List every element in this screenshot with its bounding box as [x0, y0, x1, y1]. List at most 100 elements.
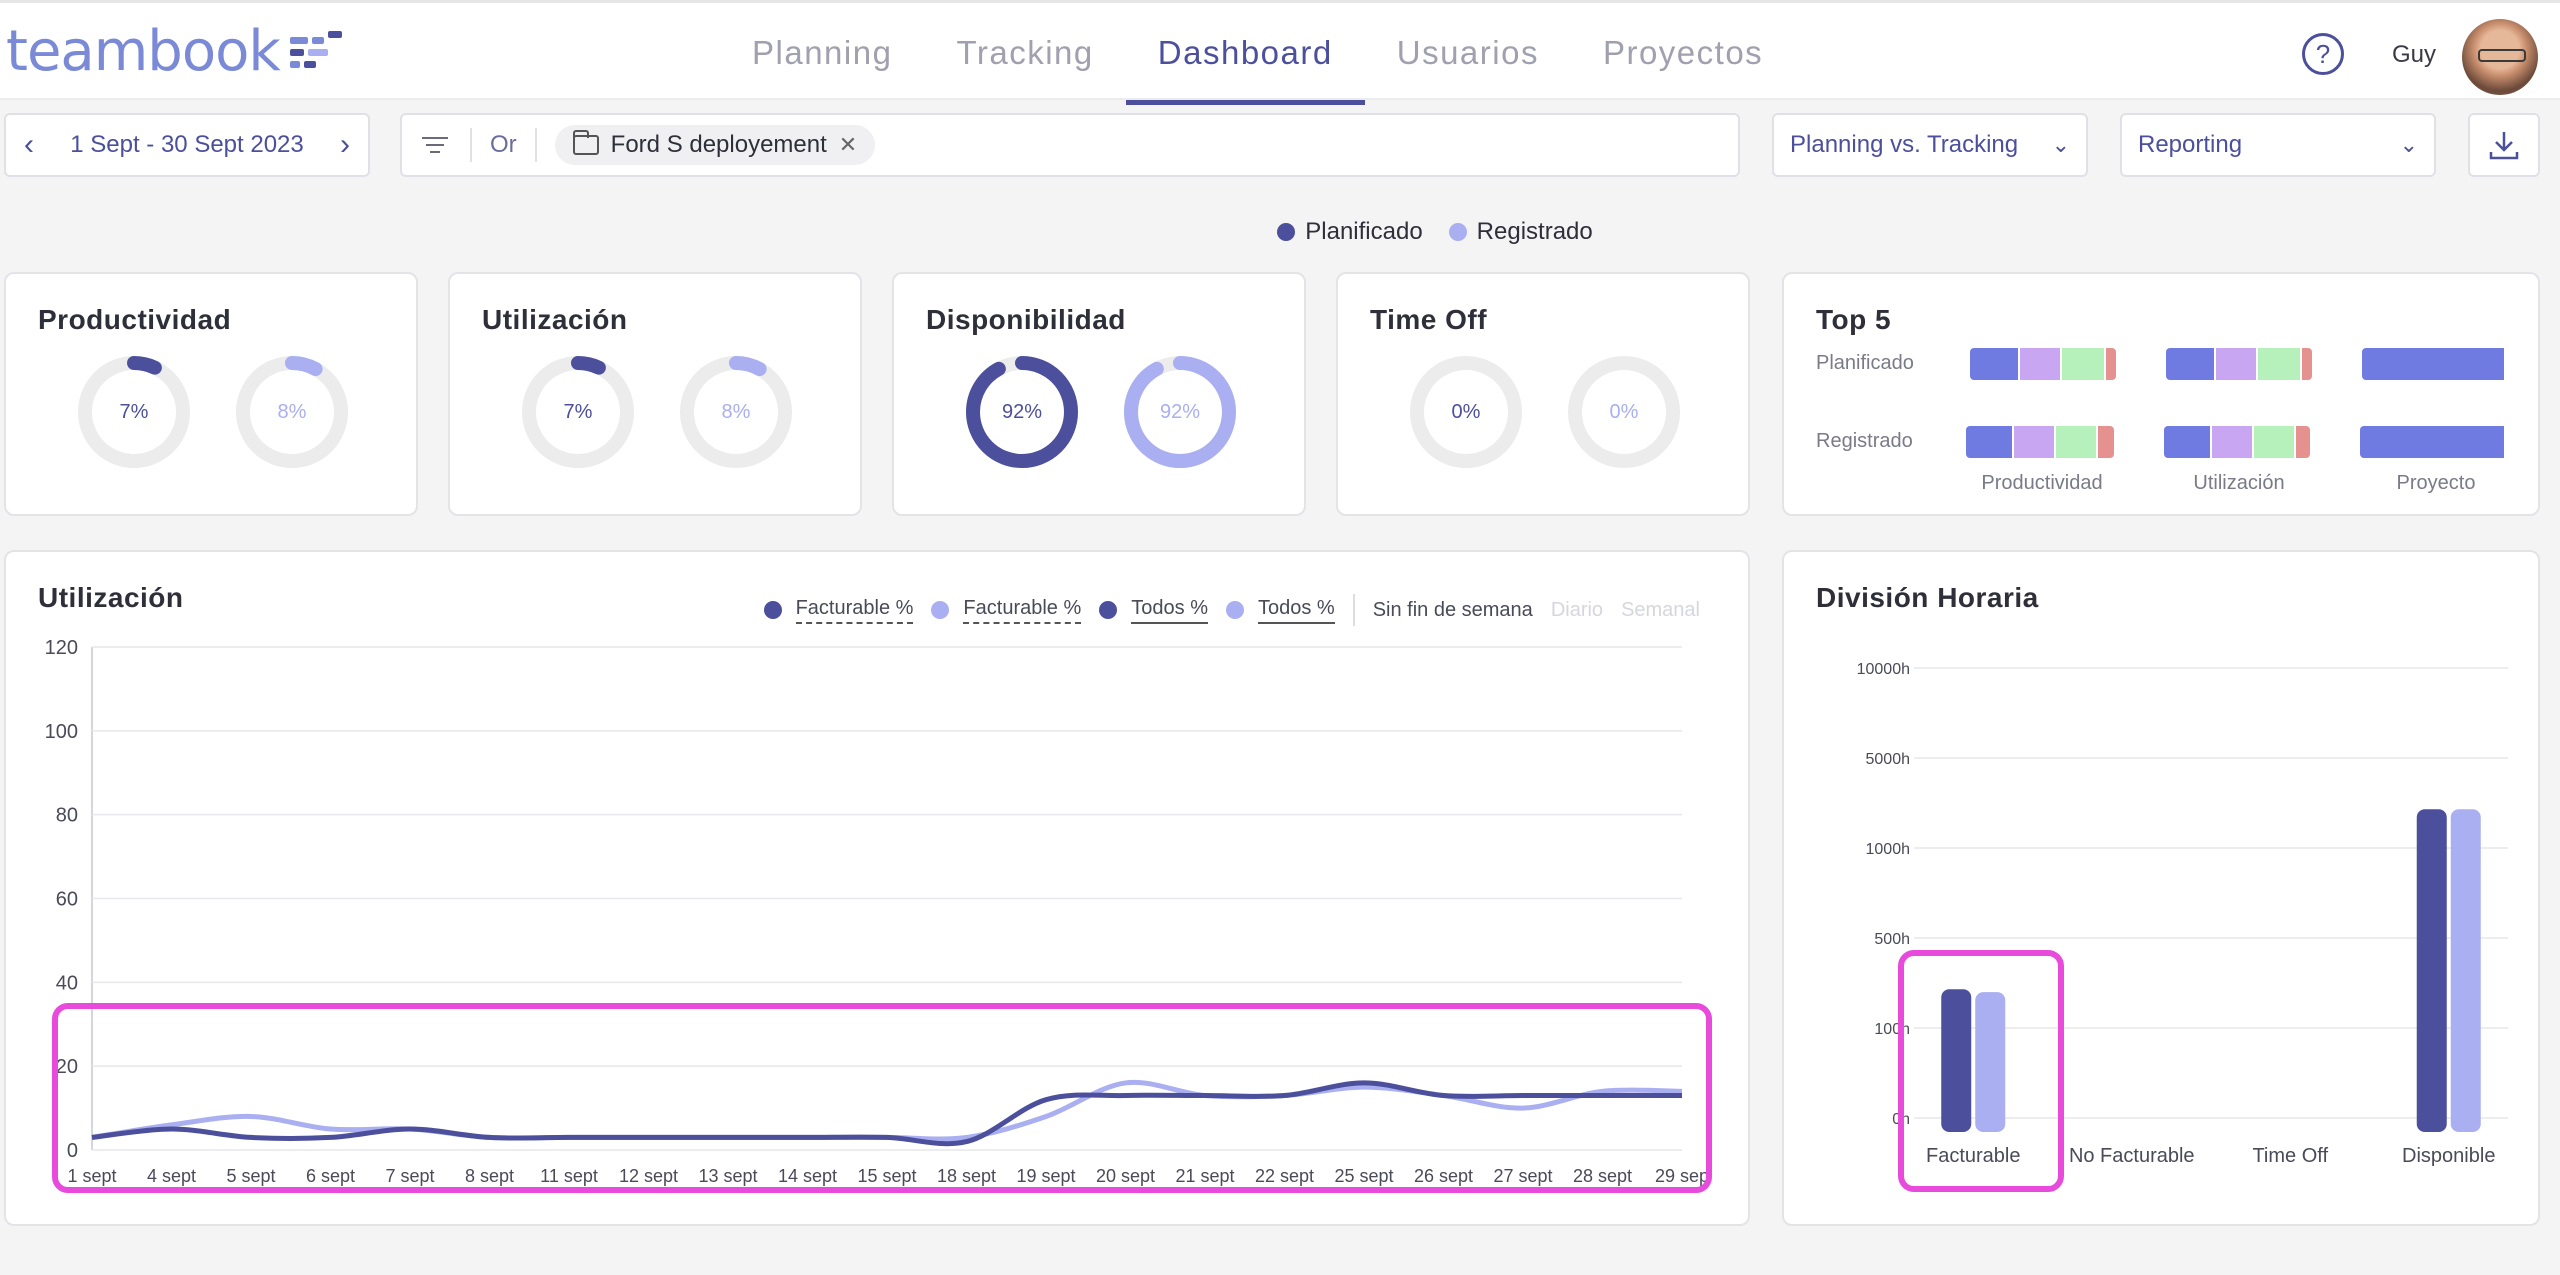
- nav-tab-proyectos[interactable]: Proyectos: [1602, 34, 1764, 71]
- x-tick-label: 27 sept: [1493, 1166, 1552, 1186]
- donut-tracked: 0%: [1566, 354, 1682, 470]
- download-button[interactable]: [2468, 113, 2540, 177]
- bar-tracked[interactable]: [1975, 992, 2006, 1132]
- hours-division-card: División Horaria 0h 100h 500h 1000h 5000h 100…: [1782, 550, 2540, 1226]
- legend-tracked[interactable]: Registrado: [1448, 218, 1593, 246]
- chevron-down-icon: ⌄: [2399, 132, 2418, 157]
- donut-track: [1410, 356, 1522, 468]
- x-category-label: Facturable: [1926, 1145, 2021, 1167]
- top5-bar[interactable]: [2164, 426, 2310, 458]
- donut-value-arc: [78, 356, 190, 468]
- x-tick-label: 21 sept: [1175, 1166, 1234, 1186]
- chevron-right-icon[interactable]: ›: [339, 128, 350, 161]
- donut-planned: 7%: [76, 354, 192, 470]
- donut-ring: [1568, 356, 1680, 468]
- nav-tab-dashboard[interactable]: Dashboard: [1125, 3, 1365, 105]
- donut-planned: 92%: [964, 354, 1080, 470]
- bar-planned[interactable]: [2416, 809, 2447, 1132]
- card-title: Top 5: [1816, 304, 1892, 335]
- x-tick-label: 1 sept: [67, 1166, 116, 1186]
- report-select-value: Reporting: [2138, 131, 2243, 158]
- date-range-picker[interactable]: ‹ 1 Sept - 30 Sept 2023 ›: [4, 113, 370, 177]
- filter-tag[interactable]: Ford S deployement ✕: [554, 125, 876, 165]
- y-tick-label: 80: [56, 805, 78, 827]
- top5-bar[interactable]: [2362, 348, 2504, 380]
- donut-tracked: 8%: [234, 354, 350, 470]
- daily-toggle[interactable]: Diario: [1550, 598, 1604, 621]
- teambook-logo[interactable]: teambook: [6, 18, 350, 84]
- top5-bar[interactable]: [1970, 348, 2116, 380]
- top5-bar[interactable]: [2360, 426, 2504, 458]
- help-icon[interactable]: ?: [2302, 33, 2344, 75]
- logo-mark-icon: [289, 31, 350, 71]
- chevron-left-icon[interactable]: ‹: [24, 128, 34, 161]
- kpi-card-time-off: Time Off 0% 0%: [1336, 272, 1750, 516]
- x-tick-label: 25 sept: [1334, 1166, 1393, 1186]
- donut-value-label: 0%: [1451, 400, 1481, 423]
- kpi-card-disponibilidad: Disponibilidad 92% 92%: [892, 272, 1306, 516]
- comparison-select[interactable]: Planning vs. Tracking ⌄: [1772, 113, 2088, 177]
- series-line-tracked[interactable]: [91, 1079, 1683, 1142]
- weekend-toggle[interactable]: Sin fin de semana: [1372, 598, 1533, 621]
- card-title: Productividad: [38, 304, 232, 335]
- series-line-planned[interactable]: [91, 1080, 1682, 1147]
- donut-value-arc: [522, 356, 634, 468]
- x-tick-label: 19 sept: [1016, 1166, 1075, 1186]
- x-tick-label: 8 sept: [465, 1166, 514, 1186]
- donut-ring: [522, 356, 634, 468]
- filter-icon[interactable]: [418, 137, 452, 153]
- donut-ring: [78, 356, 190, 468]
- legend-facturable-planned[interactable]: Facturable %: [763, 597, 914, 624]
- top5-bar[interactable]: [1966, 426, 2114, 458]
- top5-row-label: Planificado: [1816, 352, 1914, 374]
- x-tick-label: 5 sept: [226, 1166, 275, 1186]
- x-tick-label: 6 sept: [306, 1166, 355, 1186]
- top5-row-label: Registrado: [1816, 430, 1913, 452]
- report-select[interactable]: Reporting ⌄: [2120, 113, 2436, 177]
- utilization-line-chart[interactable]: 0 20 40 60 80 100 120 1 sept 4 sept 5 sept 6 sept 7…: [6, 552, 1748, 1224]
- x-category-label: Time Off: [2252, 1145, 2328, 1167]
- legend-facturable-tracked[interactable]: Facturable %: [931, 597, 1082, 624]
- donut-planned: 0%: [1408, 354, 1524, 470]
- y-tick-label: 1000h: [1866, 841, 1911, 858]
- donut-value-label: 92%: [1001, 400, 1043, 423]
- avatar[interactable]: [2462, 19, 2538, 95]
- legend-todos-planned[interactable]: Todos %: [1099, 597, 1208, 624]
- card-title: Utilización: [482, 304, 628, 335]
- top5-bar[interactable]: [2166, 348, 2312, 380]
- nav-tab-usuarios[interactable]: Usuarios: [1396, 34, 1539, 71]
- legend-todos-tracked[interactable]: Todos %: [1225, 597, 1335, 624]
- donut-value-arc: [680, 356, 792, 468]
- donut-value-arc: [1124, 356, 1236, 468]
- divider: [470, 128, 472, 162]
- legend-planned[interactable]: Planificado: [1277, 218, 1423, 246]
- donut-ring: [236, 356, 348, 468]
- donut-ring: [680, 356, 792, 468]
- nav-tab-tracking[interactable]: Tracking: [956, 34, 1094, 71]
- y-tick-label: 100h: [1874, 1021, 1910, 1038]
- x-tick-label: 26 sept: [1414, 1166, 1473, 1186]
- or-operator[interactable]: Or: [490, 131, 517, 158]
- x-tick-label: 7 sept: [385, 1166, 434, 1186]
- donut-value-arc: [236, 356, 348, 468]
- bar-tracked[interactable]: [2450, 809, 2481, 1132]
- logo-text: teambook: [6, 18, 281, 84]
- weekly-toggle[interactable]: Semanal: [1621, 598, 1700, 621]
- hours-bar-chart[interactable]: 0h 100h 500h 1000h 5000h 10000h Facturable No F…: [1784, 552, 2538, 1224]
- donut-track: [1568, 356, 1680, 468]
- x-tick-label: 18 sept: [937, 1166, 996, 1186]
- user-name[interactable]: Guy: [2392, 41, 2437, 68]
- x-tick-label: 12 sept: [619, 1166, 678, 1186]
- kpi-card-utilizacion: Utilización 7% 8%: [448, 272, 862, 516]
- dashboard-legend: Planificado Registrado: [0, 218, 2560, 246]
- bar-planned[interactable]: [1941, 989, 1972, 1132]
- top-navigation-bar: teambook Planning Tracking Dashboard Usu…: [0, 0, 2560, 105]
- filter-tag-label: Ford S deployement: [610, 131, 827, 158]
- filter-bar[interactable]: Or Ford S deployement ✕: [400, 113, 1740, 177]
- nav-tab-planning[interactable]: Planning: [752, 34, 893, 71]
- x-category-label: Disponible: [2402, 1145, 2495, 1167]
- top5-column-label: Productividad: [1981, 472, 2103, 494]
- close-icon[interactable]: ✕: [838, 132, 858, 157]
- donut-value-arc: [966, 356, 1078, 468]
- x-tick-label: 14 sept: [778, 1166, 837, 1186]
